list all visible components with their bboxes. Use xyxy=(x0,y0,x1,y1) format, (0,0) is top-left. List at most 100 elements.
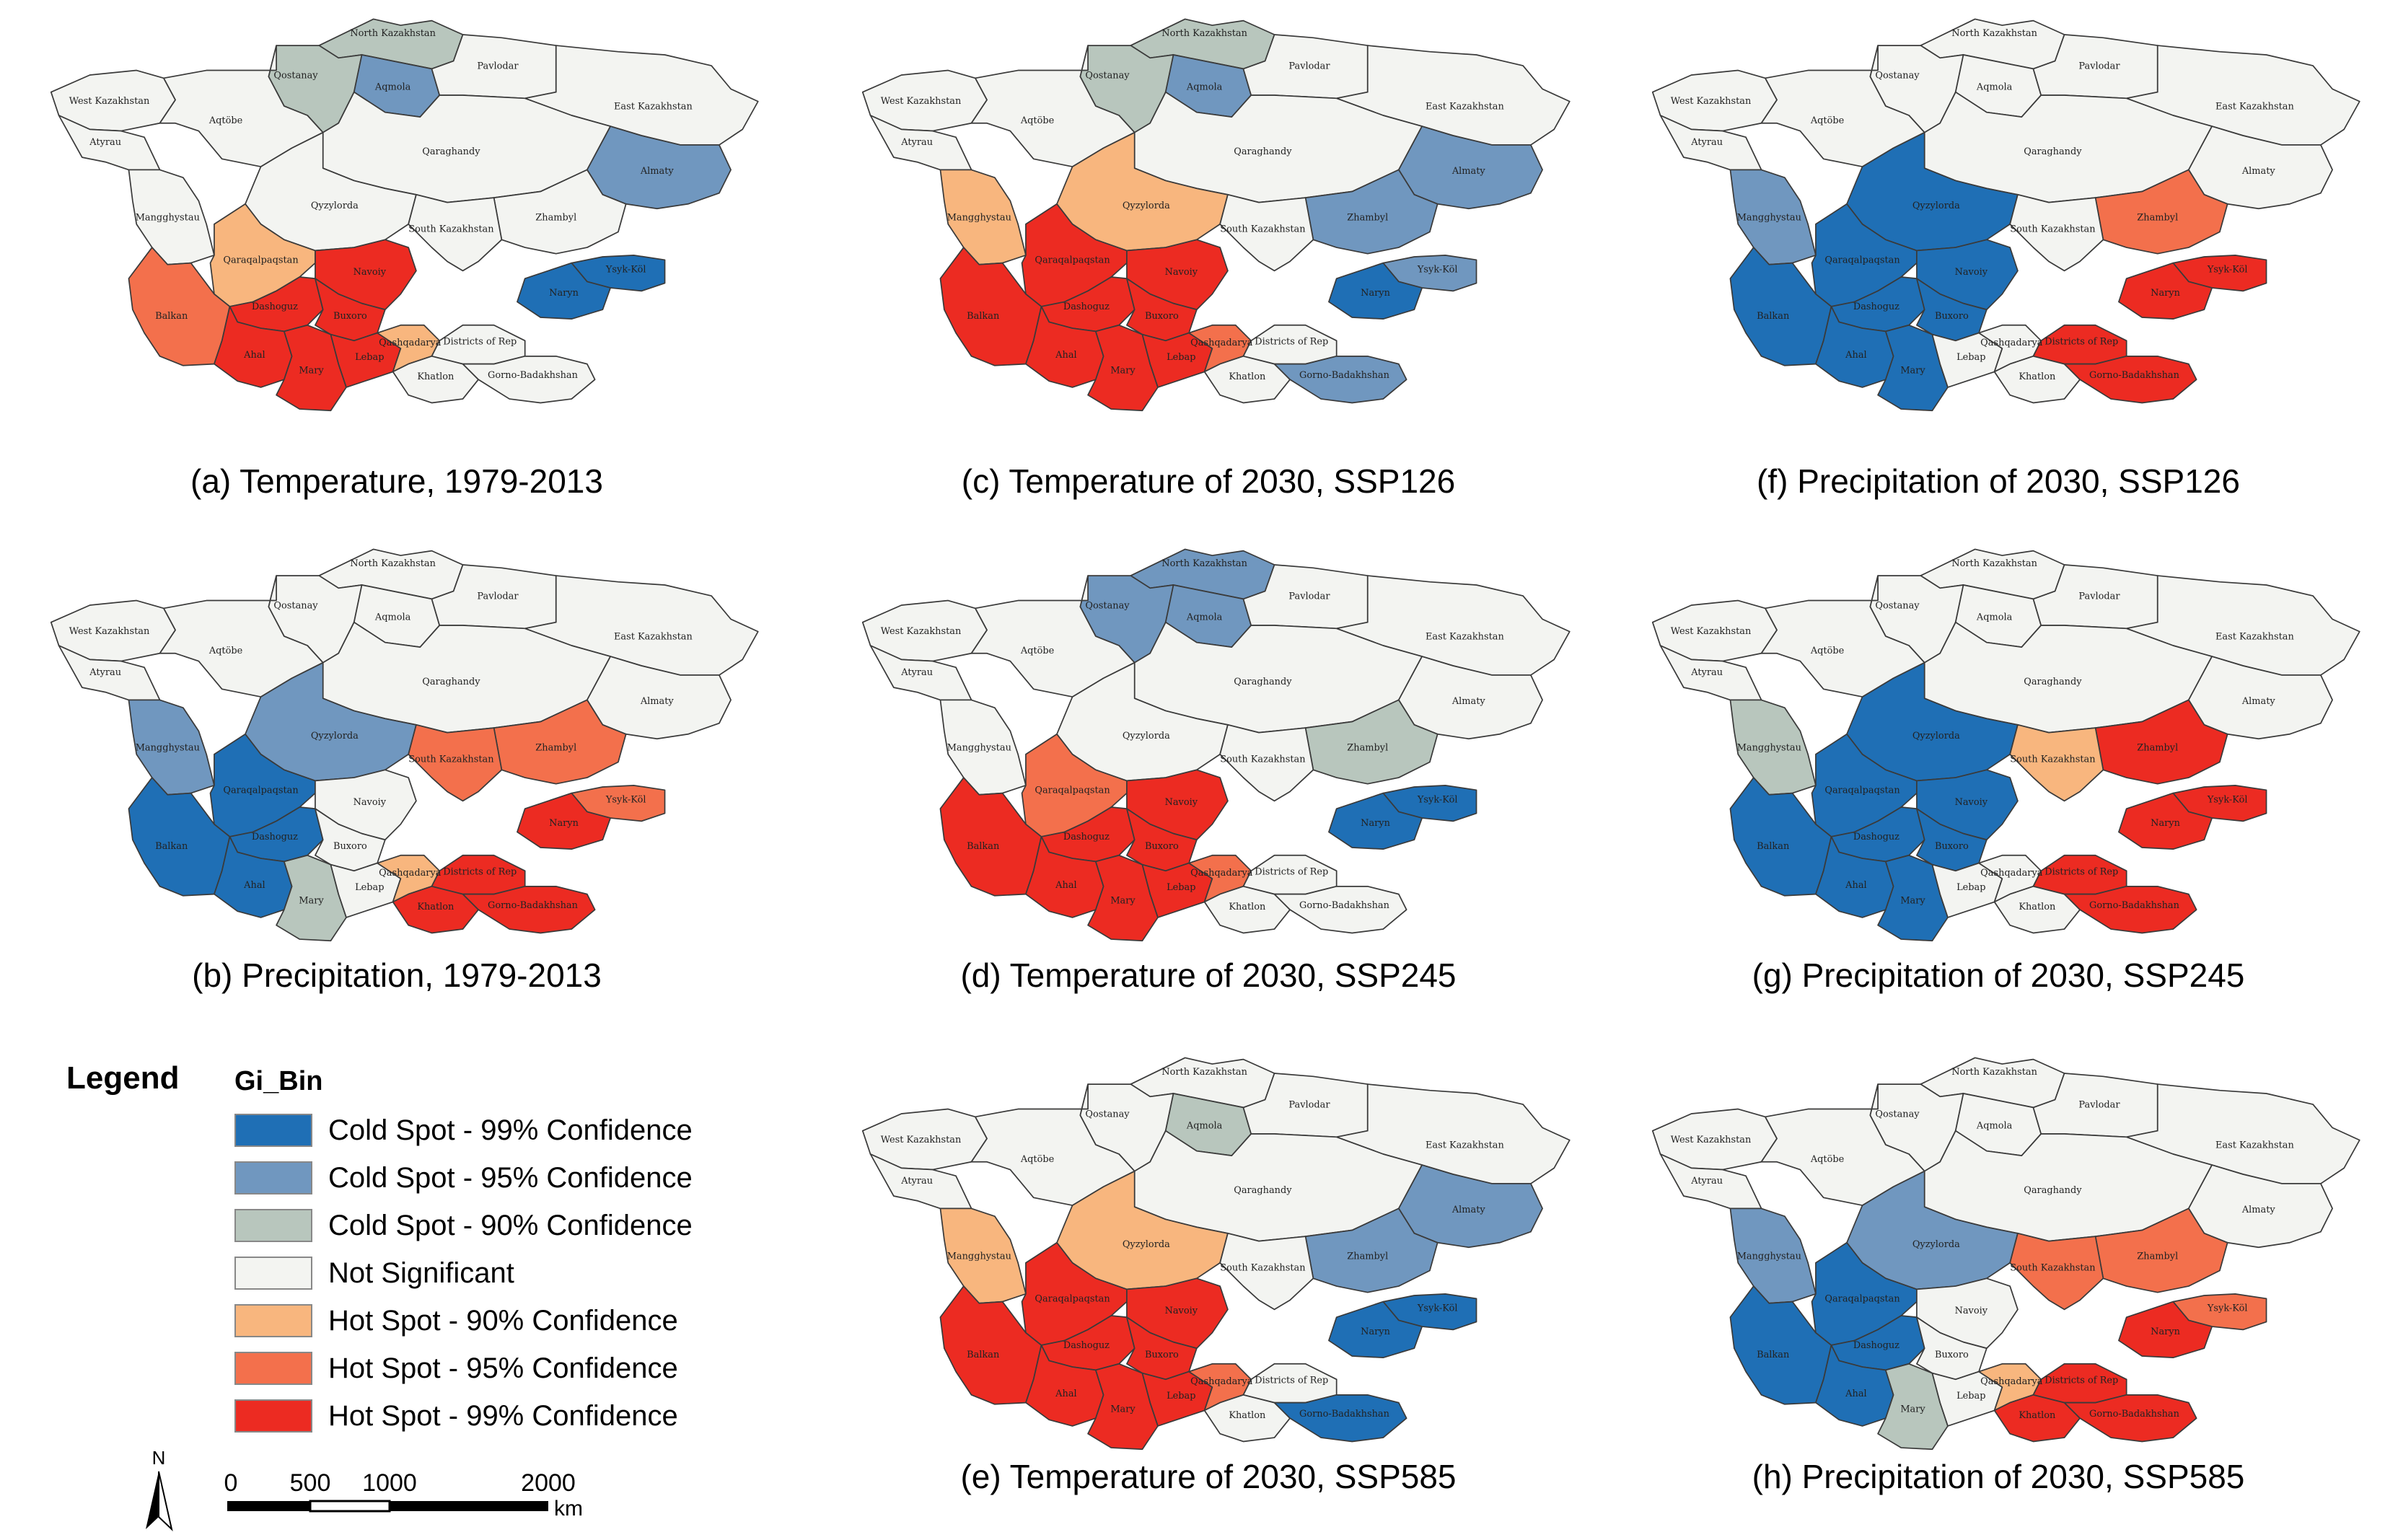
region-label-atyrau: Atyrau xyxy=(1690,137,1723,148)
region-label-qyzylorda: Qyzylorda xyxy=(1912,201,1960,211)
region-label-atyrau: Atyrau xyxy=(900,137,933,148)
region-label-navoiy: Navoiy xyxy=(1955,267,1988,278)
region-label-qaraqalpaqstan: Qaraqalpaqstan xyxy=(1824,255,1899,266)
legend-label: Cold Spot - 95% Confidence xyxy=(328,1161,693,1194)
scale-segment xyxy=(227,1501,310,1511)
region-naryn xyxy=(1328,1301,1423,1359)
legend-item-hot-99: Hot Spot - 99% Confidence xyxy=(234,1398,678,1434)
region-label-buxoro: Buxoro xyxy=(1935,1350,1969,1360)
region-label-balkan: Balkan xyxy=(1757,841,1789,852)
region-label-south-kazakhstan: South Kazakhstan xyxy=(2010,1263,2095,1274)
region-naryn xyxy=(1328,792,1423,850)
region-south-kazakhstan xyxy=(1219,193,1314,272)
region-label-east-kazakhstan: East Kazakhstan xyxy=(1426,1140,1504,1150)
region-label-qostanay: Qostanay xyxy=(1085,1109,1130,1119)
region-label-dashoguz: Dashoguz xyxy=(1063,1340,1110,1351)
region-mangghystau xyxy=(939,1207,1027,1304)
region-gorno-badakhshan xyxy=(2063,355,2197,404)
map-panel-c: North Kazakhstan Qostanay Aqmola Pavlodar We… xyxy=(826,14,1591,418)
region-label-qaraghandy: Qaraghandy xyxy=(2024,677,2082,687)
region-label-naryn: Naryn xyxy=(549,288,579,299)
region-label-aqtobe: Aqtöbe xyxy=(1020,115,1054,126)
map-caption-a: (a) Temperature, 1979-2013 xyxy=(190,462,603,500)
region-label-north-kazakhstan: North Kazakhstan xyxy=(350,558,436,569)
north-arrow-icon xyxy=(146,1471,173,1531)
legend-label: Cold Spot - 90% Confidence xyxy=(328,1209,693,1241)
legend-swatch xyxy=(234,1352,312,1385)
region-label-south-kazakhstan: South Kazakhstan xyxy=(408,224,493,235)
region-label-dashoguz: Dashoguz xyxy=(1853,1340,1899,1351)
region-south-kazakhstan xyxy=(2009,1232,2104,1311)
region-label-pavlodar: Pavlodar xyxy=(477,591,519,602)
region-label-gorno-badakhshan: Gorno-Badakhshan xyxy=(488,900,578,911)
map-panel-e: North Kazakhstan Qostanay Aqmola Pavlodar We… xyxy=(826,1053,1591,1457)
choropleth-map: North Kazakhstan Qostanay Aqmola Pavlodar We… xyxy=(1651,18,2360,412)
region-south-kazakhstan xyxy=(1219,723,1314,802)
region-label-qaraqalpaqstan: Qaraqalpaqstan xyxy=(223,786,298,796)
region-label-ahal: Ahal xyxy=(1055,1389,1076,1399)
region-label-atyrau: Atyrau xyxy=(1690,667,1723,678)
region-mary xyxy=(1087,324,1159,412)
region-label-aqmola: Aqmola xyxy=(1186,1120,1223,1131)
region-label-aqtobe: Aqtöbe xyxy=(1810,1154,1844,1165)
region-label-balkan: Balkan xyxy=(155,841,188,852)
region-khatlon xyxy=(1203,1394,1291,1443)
region-label-qaraghandy: Qaraghandy xyxy=(422,146,480,157)
region-label-lebap: Lebap xyxy=(1167,352,1195,363)
region-label-ahal: Ahal xyxy=(1845,880,1866,891)
region-label-gorno-badakhshan: Gorno-Badakhshan xyxy=(1299,370,1389,381)
region-mangghystau xyxy=(1729,169,1817,265)
map-caption-e: (e) Temperature of 2030, SSP585 xyxy=(960,1458,1457,1495)
region-label-ahal: Ahal xyxy=(243,350,265,361)
region-label-atyrau: Atyrau xyxy=(89,137,121,148)
region-label-buxoro: Buxoro xyxy=(333,311,367,322)
region-label-dashoguz: Dashoguz xyxy=(1853,302,1899,312)
region-label-ahal: Ahal xyxy=(1055,350,1076,361)
choropleth-map: North Kazakhstan Qostanay Aqmola Pavlodar We… xyxy=(50,548,759,942)
region-zhambyl xyxy=(493,169,627,255)
legend-item-hot-95: Hot Spot - 95% Confidence xyxy=(234,1350,678,1386)
legend-item-cold-99: Cold Spot - 99% Confidence xyxy=(234,1112,693,1148)
legend-title: Legend xyxy=(66,1060,180,1096)
region-label-qyzylorda: Qyzylorda xyxy=(1912,1239,1960,1250)
region-label-qaraqalpaqstan: Qaraqalpaqstan xyxy=(223,255,298,266)
region-label-west-kazakhstan: West Kazakhstan xyxy=(1671,626,1752,637)
region-label-zhambyl: Zhambyl xyxy=(2137,1251,2178,1262)
region-label-ysyk-kol: Ysyk-Köl xyxy=(2207,265,2248,276)
region-label-lebap: Lebap xyxy=(355,882,384,893)
region-label-east-kazakhstan: East Kazakhstan xyxy=(2215,631,2294,642)
choropleth-map: North Kazakhstan Qostanay Aqmola Pavlodar We… xyxy=(50,18,759,412)
region-label-west-kazakhstan: West Kazakhstan xyxy=(881,1135,962,1145)
region-south-kazakhstan xyxy=(408,193,503,272)
region-khatlon xyxy=(1993,1394,2081,1443)
region-label-pavlodar: Pavlodar xyxy=(2078,61,2120,71)
region-label-qyzylorda: Qyzylorda xyxy=(311,201,359,211)
legend-label: Cold Spot - 99% Confidence xyxy=(328,1114,693,1146)
region-naryn xyxy=(517,792,612,850)
region-label-aqmola: Aqmola xyxy=(374,82,411,92)
region-zhambyl xyxy=(2094,169,2228,255)
region-khatlon xyxy=(1993,355,2081,404)
region-label-atyrau: Atyrau xyxy=(89,667,121,678)
region-label-aqmola: Aqmola xyxy=(1976,82,2013,92)
region-gorno-badakhshan xyxy=(2063,885,2197,934)
region-label-west-kazakhstan: West Kazakhstan xyxy=(1671,96,1752,107)
region-zhambyl xyxy=(1304,169,1439,255)
map-panel-d: North Kazakhstan Qostanay Aqmola Pavlodar We… xyxy=(826,545,1591,949)
legend-subtitle: Gi_Bin xyxy=(234,1066,323,1096)
region-label-aqtobe: Aqtöbe xyxy=(1810,646,1844,656)
region-label-atyrau: Atyrau xyxy=(900,667,933,678)
region-zhambyl xyxy=(493,699,627,785)
region-label-aqtobe: Aqtöbe xyxy=(1020,646,1054,656)
region-label-khatlon: Khatlon xyxy=(2019,1410,2055,1421)
region-label-qyzylorda: Qyzylorda xyxy=(1123,1239,1170,1250)
legend-swatch xyxy=(234,1257,312,1290)
region-label-qashqadarya: Qashqadarya xyxy=(1980,868,2043,879)
region-label-balkan: Balkan xyxy=(1757,1350,1789,1360)
map-panel-a: North Kazakhstan Qostanay Aqmola Pavlodar We… xyxy=(14,14,779,418)
region-label-navoiy: Navoiy xyxy=(353,267,387,278)
region-label-gorno-badakhshan: Gorno-Badakhshan xyxy=(2089,1409,2179,1420)
region-label-almaty: Almaty xyxy=(1451,696,1486,707)
region-zhambyl xyxy=(1304,1207,1439,1293)
region-label-east-kazakhstan: East Kazakhstan xyxy=(1426,631,1504,642)
